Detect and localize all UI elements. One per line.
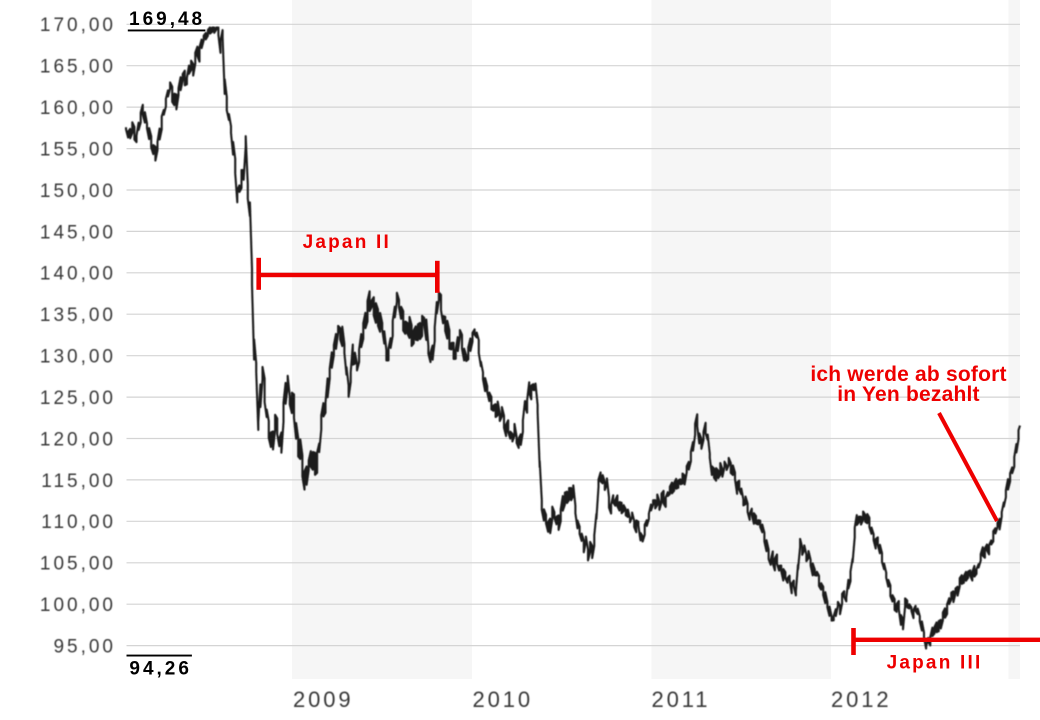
svg-text:125,00: 125,00 (40, 388, 116, 409)
svg-text:105,00: 105,00 (40, 554, 116, 575)
svg-text:169,48: 169,48 (129, 9, 205, 30)
svg-text:150,00: 150,00 (40, 181, 116, 202)
svg-text:2011: 2011 (652, 687, 711, 712)
svg-text:160,00: 160,00 (40, 98, 116, 119)
svg-text:120,00: 120,00 (40, 429, 116, 450)
svg-text:Japan II: Japan II (303, 232, 391, 253)
svg-text:94,26: 94,26 (129, 659, 192, 680)
svg-text:95,00: 95,00 (53, 637, 116, 658)
svg-text:140,00: 140,00 (40, 264, 116, 285)
svg-text:Japan III: Japan III (887, 653, 983, 674)
svg-text:130,00: 130,00 (40, 347, 116, 368)
svg-text:155,00: 155,00 (40, 140, 116, 161)
svg-text:2010: 2010 (473, 687, 534, 712)
svg-text:135,00: 135,00 (40, 305, 116, 326)
svg-text:ich werde ab sofort: ich werde ab sofort (810, 363, 1006, 386)
svg-text:170,00: 170,00 (40, 15, 116, 36)
svg-text:145,00: 145,00 (40, 222, 116, 243)
svg-text:2009: 2009 (293, 687, 354, 712)
svg-text:110,00: 110,00 (41, 512, 116, 533)
svg-text:165,00: 165,00 (40, 57, 116, 78)
svg-text:115,00: 115,00 (41, 471, 116, 492)
svg-text:in Yen bezahlt: in Yen bezahlt (837, 383, 979, 406)
svg-text:2012: 2012 (831, 687, 892, 712)
svg-text:100,00: 100,00 (40, 595, 116, 616)
